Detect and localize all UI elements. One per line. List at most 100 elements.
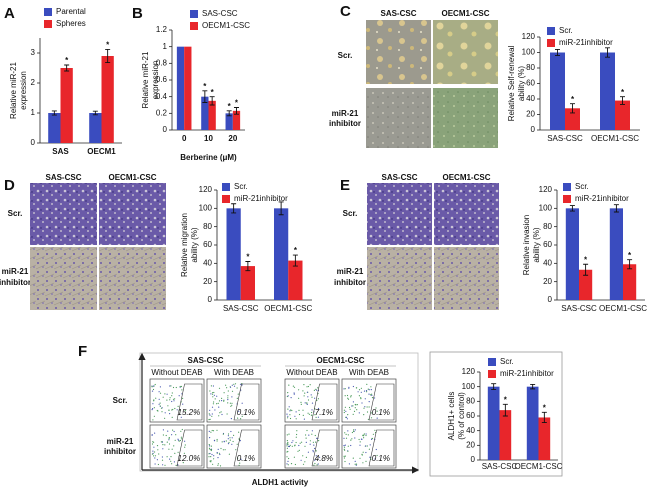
- event-dot: [151, 453, 154, 455]
- event-dot: [309, 440, 311, 442]
- event-dot: [376, 454, 378, 457]
- event-dot: [177, 438, 179, 440]
- event-dot: [210, 431, 212, 433]
- column-header: OECM1-CSC: [441, 9, 489, 18]
- event-dot: [162, 429, 164, 431]
- significance-mark: *: [65, 56, 69, 65]
- event-dot: [162, 448, 164, 450]
- event-dot: [230, 405, 232, 407]
- event-dot: [225, 440, 227, 442]
- event-dot: [314, 447, 316, 450]
- event-dot: [212, 403, 214, 405]
- event-dot: [360, 387, 362, 389]
- event-dot: [301, 441, 303, 443]
- event-dot: [354, 437, 356, 439]
- event-dot: [161, 459, 164, 461]
- event-dot: [152, 388, 155, 391]
- event-dot: [177, 451, 179, 453]
- legend-swatch: [190, 10, 198, 18]
- error-bar: [530, 384, 536, 390]
- event-dot: [174, 452, 176, 454]
- legend-swatch: [547, 39, 555, 47]
- error-bar: [226, 110, 232, 117]
- micrograph: [366, 20, 431, 84]
- event-dot: [168, 409, 170, 411]
- event-dot: [178, 395, 180, 397]
- event-dot: [290, 397, 292, 399]
- event-dot: [288, 433, 290, 435]
- y-tick-label: 0: [208, 295, 213, 304]
- event-dot: [352, 405, 354, 407]
- event-dot: [344, 406, 346, 408]
- event-dot: [302, 463, 305, 465]
- event-dot: [295, 436, 297, 438]
- row-label: inhibitor: [334, 278, 366, 287]
- gate: [176, 429, 203, 467]
- significance-mark: *: [211, 88, 215, 97]
- event-dot: [311, 402, 314, 404]
- event-dot: [174, 439, 176, 441]
- bar: [184, 46, 192, 130]
- event-dot: [168, 437, 170, 439]
- event-dot: [221, 441, 223, 443]
- event-dot: [293, 393, 295, 395]
- y-tick-label: 0: [31, 138, 36, 147]
- event-dot: [307, 396, 309, 398]
- event-dot: [174, 407, 176, 410]
- y-axis-label: ability (%): [532, 227, 541, 262]
- event-dot: [353, 430, 355, 432]
- event-dot: [317, 416, 319, 418]
- y-tick-label: 20: [543, 277, 552, 286]
- event-dot: [305, 434, 307, 436]
- legend-label: Scr.: [575, 182, 589, 191]
- event-dot: [218, 400, 221, 402]
- event-dot: [363, 414, 365, 416]
- panel-label: F: [78, 343, 87, 360]
- panel-label: E: [340, 177, 350, 194]
- bar: [274, 208, 289, 300]
- event-dot: [304, 461, 306, 463]
- error-bar: [233, 107, 239, 115]
- event-dot: [318, 440, 320, 442]
- event-dot: [216, 440, 218, 442]
- event-dot: [155, 397, 157, 399]
- event-dot: [304, 402, 306, 404]
- event-dot: [368, 448, 370, 450]
- row-label: Scr.: [343, 209, 358, 218]
- event-dot: [346, 418, 348, 420]
- event-dot: [219, 465, 222, 467]
- y-axis-label: Relative migration: [180, 213, 189, 277]
- condition-label: Without DEAB: [151, 368, 202, 377]
- event-dot: [302, 414, 304, 416]
- event-dot: [209, 409, 211, 411]
- event-dot: [219, 412, 221, 414]
- event-dot: [351, 405, 353, 407]
- event-dot: [173, 400, 175, 402]
- event-dot: [305, 437, 307, 439]
- y-tick-label: 80: [543, 222, 552, 231]
- event-dot: [298, 444, 300, 447]
- event-dot: [344, 388, 346, 390]
- event-dot: [221, 413, 223, 416]
- bar: [226, 208, 241, 300]
- event-dot: [289, 410, 291, 412]
- event-dot: [347, 430, 349, 432]
- x-axis-label: Berberine (μM): [180, 153, 237, 162]
- event-dot: [166, 456, 168, 458]
- legend-swatch: [547, 27, 555, 35]
- event-dot: [224, 449, 226, 451]
- event-dot: [158, 453, 160, 455]
- error-bar: [202, 90, 208, 103]
- bar: [240, 266, 255, 300]
- event-dot: [223, 399, 225, 401]
- event-dot: [172, 408, 174, 411]
- flow-plot: [149, 378, 205, 423]
- event-dot: [366, 383, 368, 385]
- event-dot: [218, 415, 220, 417]
- event-dot: [364, 398, 366, 400]
- event-dot: [307, 399, 310, 401]
- event-dot: [208, 444, 210, 446]
- event-dot: [370, 412, 372, 414]
- event-dot: [183, 452, 185, 454]
- event-dot: [311, 430, 313, 432]
